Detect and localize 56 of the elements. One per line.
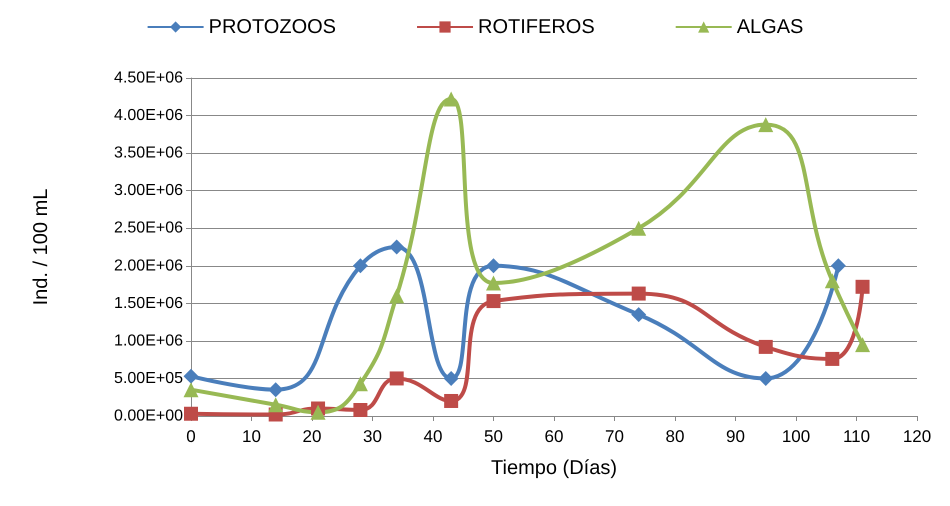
point: [352, 258, 368, 274]
x-tick-label: 110: [842, 427, 870, 446]
point: [268, 382, 284, 398]
x-tick-label: 50: [484, 427, 503, 446]
point: [353, 402, 368, 417]
legend-label: ALGAS: [736, 16, 804, 38]
x-tick-label: 80: [666, 427, 684, 446]
y-tick-label: 0.00E+00: [114, 408, 184, 424]
point: [444, 370, 459, 386]
y-tick-label: 2.50E+06: [114, 220, 184, 237]
x-tick-label: 20: [302, 427, 322, 446]
x-tick-label: 30: [363, 427, 382, 446]
point: [352, 376, 368, 392]
legend-label: ROTIFEROS: [478, 16, 595, 38]
point: [856, 280, 870, 294]
point: [184, 406, 198, 421]
point: [631, 220, 646, 236]
point: [389, 240, 404, 254]
point: [486, 294, 500, 308]
x-tick-label: 70: [605, 427, 624, 446]
legend-label: PROTOZOOS: [208, 16, 336, 38]
point: [486, 276, 501, 291]
point: [632, 286, 646, 301]
point: [758, 117, 774, 132]
x-tick-label: 90: [726, 427, 745, 446]
point: [184, 368, 198, 384]
x-axis-title: Tiempo (Días): [491, 457, 617, 479]
point: [758, 370, 774, 386]
x-tick-label: 40: [424, 427, 442, 446]
y-tick-label: 4.00E+06: [114, 107, 184, 124]
point: [824, 273, 840, 288]
y-tick-label: 3.50E+06: [114, 144, 184, 162]
y-tick-label: 2.00E+06: [114, 257, 184, 274]
point: [486, 258, 501, 274]
y-axis-title: Ind. / 100 mL: [30, 188, 52, 306]
point: [825, 352, 840, 366]
y-tick-label: 3.00E+06: [114, 182, 184, 200]
point: [444, 394, 458, 408]
y-tick-label: 4.50E+06: [114, 70, 184, 86]
x-tick-label: 120: [902, 427, 932, 446]
point: [310, 404, 326, 420]
y-tick-label: 1.00E+06: [114, 332, 184, 350]
point: [631, 307, 646, 322]
x-tick-label: 10: [242, 427, 261, 446]
point: [389, 288, 404, 304]
x-tick-label: 60: [544, 427, 564, 446]
x-tick-label: 0: [186, 427, 196, 446]
point: [855, 337, 870, 352]
point: [758, 340, 773, 354]
x-tick-label: 100: [782, 427, 810, 446]
point: [390, 371, 404, 386]
point: [184, 382, 198, 398]
point: [830, 258, 846, 274]
y-tick-label: 1.50E+06: [114, 294, 184, 312]
point: [268, 397, 284, 412]
y-tick-label: 5.00E+05: [114, 370, 184, 387]
